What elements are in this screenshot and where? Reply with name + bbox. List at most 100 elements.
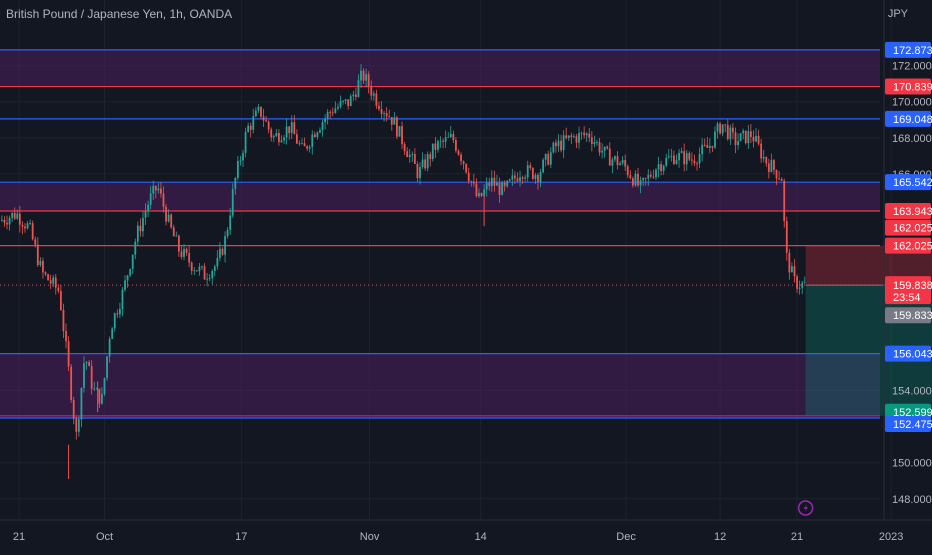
x-tick-label-5: Dec xyxy=(616,531,636,543)
candle-body xyxy=(162,193,165,207)
candle-body xyxy=(93,388,96,390)
candle-body xyxy=(329,112,332,113)
candle-body xyxy=(75,418,78,432)
candle-body xyxy=(177,235,180,252)
candle-body xyxy=(457,150,460,155)
candle-body xyxy=(236,160,239,178)
candle-body xyxy=(185,248,188,254)
candle-body xyxy=(47,274,49,281)
candle-body xyxy=(788,252,791,273)
candle-body xyxy=(67,341,70,367)
candle-body xyxy=(288,126,291,133)
candle-body xyxy=(426,154,429,169)
candle-body xyxy=(688,153,691,160)
candle-body xyxy=(398,126,401,137)
candle-body xyxy=(95,388,98,390)
supply-demand-zone-0 xyxy=(0,49,880,87)
candle-body xyxy=(780,178,783,181)
candle-body xyxy=(254,110,257,117)
candle-body xyxy=(611,159,614,166)
level-badge-0: 172.873 xyxy=(893,45,932,57)
candle-body xyxy=(239,160,242,162)
candle-body xyxy=(316,132,319,138)
candle-body xyxy=(444,137,447,142)
candle-body xyxy=(685,153,688,165)
y-tick-label-2: 154.000 xyxy=(892,386,932,398)
candle-body xyxy=(42,260,44,273)
candle-body xyxy=(98,388,101,404)
candle-body xyxy=(742,130,745,134)
candle-body xyxy=(747,131,750,144)
x-tick-label-1: Oct xyxy=(96,531,113,543)
level-badge-7-bg xyxy=(885,403,931,420)
candle-body xyxy=(711,145,714,148)
candle-body xyxy=(101,394,103,404)
candle-body xyxy=(203,266,206,280)
y-tick-label-6: 172.000 xyxy=(892,61,932,73)
candle-body xyxy=(106,356,108,378)
candle-body xyxy=(372,93,375,96)
candle-body xyxy=(562,135,565,151)
bid-price-badge: 159.833 xyxy=(893,310,932,322)
candle-body xyxy=(321,122,324,131)
candle-body xyxy=(421,159,424,167)
candle-body xyxy=(290,122,293,133)
candle-body xyxy=(152,185,155,194)
candle-body xyxy=(496,182,498,186)
candle-body xyxy=(157,188,160,191)
candle-body xyxy=(396,117,398,137)
candle-body xyxy=(660,164,663,172)
level-badge-1: 170.839 xyxy=(893,82,932,94)
chart-title: British Pound / Japanese Yen, 1h, OANDA xyxy=(6,7,233,21)
candle-body xyxy=(601,150,604,153)
candle-body xyxy=(354,94,357,97)
candle-body xyxy=(767,163,770,172)
level-badge-3: 165.542 xyxy=(893,177,932,189)
candle-body xyxy=(142,217,144,232)
candle-body xyxy=(247,125,250,133)
candle-body xyxy=(267,121,270,130)
candle-body xyxy=(160,188,162,194)
candle-body xyxy=(626,166,629,176)
candle-body xyxy=(121,289,124,309)
candle-body xyxy=(644,178,647,179)
candle-body xyxy=(134,241,137,255)
candle-body xyxy=(670,155,673,157)
candle-body xyxy=(519,177,521,182)
candle-body xyxy=(44,272,47,275)
candle-body xyxy=(406,151,409,158)
y-tick-label-4: 168.000 xyxy=(892,133,932,145)
candle-body xyxy=(201,266,203,268)
candle-body xyxy=(108,338,111,357)
candle-body xyxy=(693,160,696,164)
candle-body xyxy=(534,175,537,179)
candle-body xyxy=(472,181,475,184)
candle-body xyxy=(452,134,455,141)
candle-body xyxy=(283,137,285,141)
candle-body xyxy=(560,140,562,151)
level-badge-6: 156.043 xyxy=(893,349,932,361)
candle-body xyxy=(439,140,442,142)
lightning-icon xyxy=(797,500,814,516)
candle-body xyxy=(216,257,219,267)
level-badge-5-bg xyxy=(885,237,931,254)
candle-body xyxy=(508,179,511,181)
candle-body xyxy=(3,219,6,223)
candle-body xyxy=(483,189,486,196)
candle-body xyxy=(539,172,542,182)
candle-body xyxy=(590,137,593,144)
candle-body xyxy=(180,251,183,257)
candle-body xyxy=(370,86,373,96)
supply-demand-zone-2 xyxy=(0,353,880,419)
candle-body xyxy=(485,183,488,190)
candle-body xyxy=(85,362,88,364)
level-badge-8-bg xyxy=(885,416,931,433)
candle-body xyxy=(662,165,665,172)
candle-body xyxy=(683,151,686,165)
candle-body xyxy=(424,159,427,169)
candle-body xyxy=(270,129,273,138)
candle-body xyxy=(234,177,237,190)
